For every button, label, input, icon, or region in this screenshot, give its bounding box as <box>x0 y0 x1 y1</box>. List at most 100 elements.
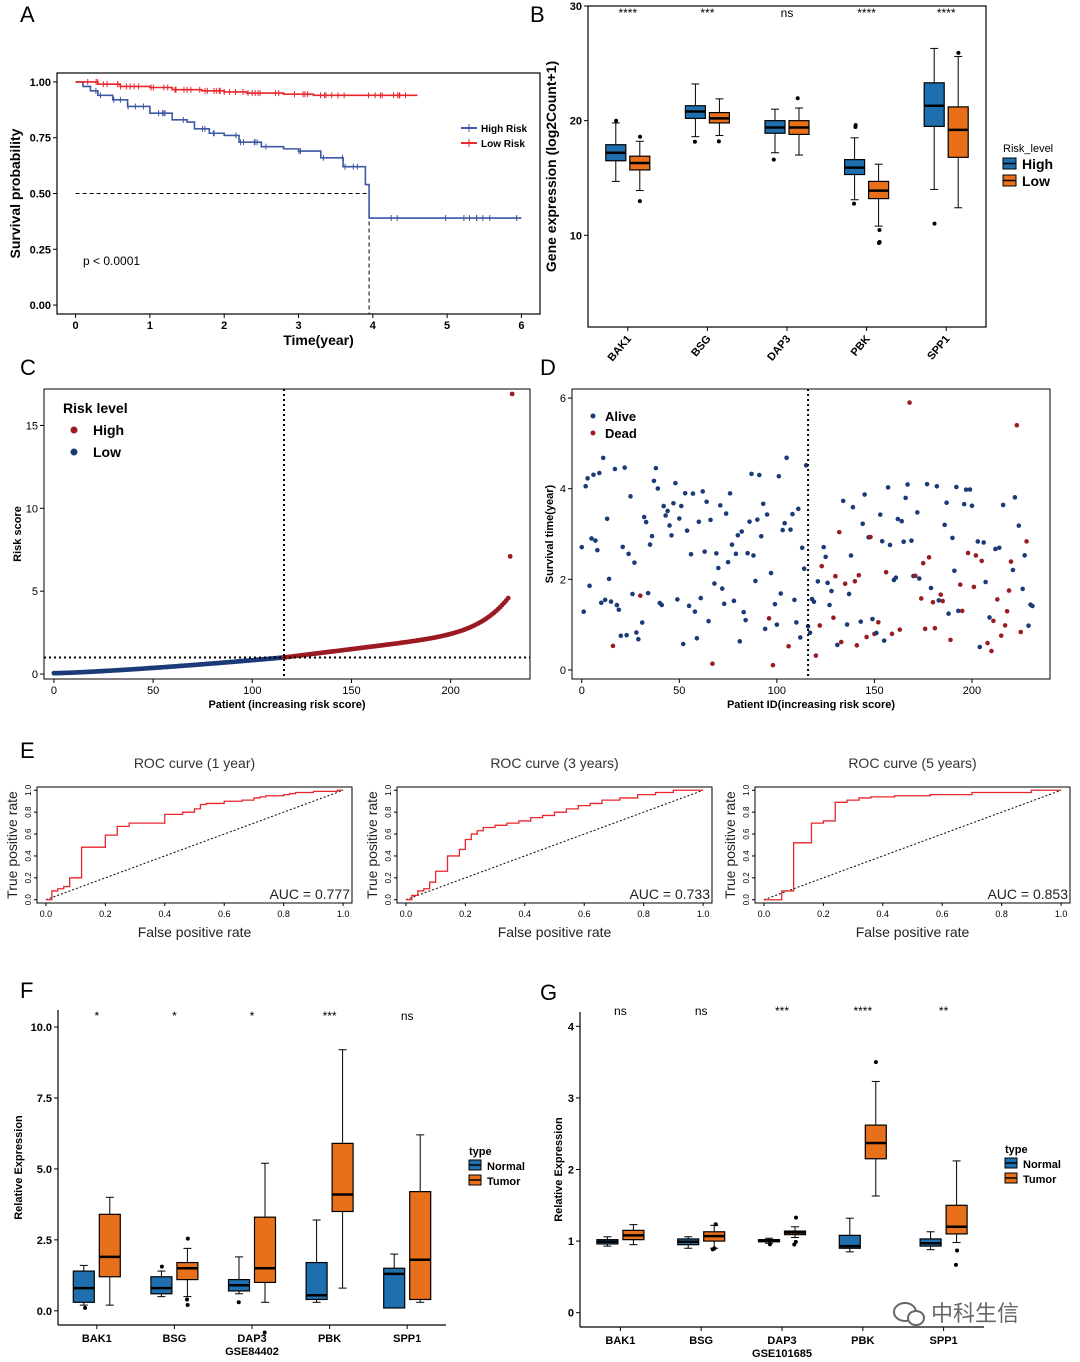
y-tick-label: 0.2 <box>384 872 393 884</box>
point-alive <box>844 622 850 627</box>
point-alive <box>794 620 799 625</box>
point-alive <box>602 597 608 603</box>
point-alive <box>952 568 957 574</box>
point-dead <box>831 615 836 621</box>
point-alive <box>587 583 592 589</box>
significance-label: ns <box>401 1009 414 1023</box>
legend-title: type <box>469 1146 492 1158</box>
point-dead <box>985 640 990 646</box>
outlier-point <box>712 1246 717 1251</box>
y-axis-title: True positive rate <box>364 791 380 899</box>
x-tick-label: 150 <box>342 685 360 697</box>
point-alive <box>669 533 674 538</box>
point-alive <box>696 519 702 525</box>
point-alive <box>778 591 784 596</box>
legend-label: Tumor <box>487 1176 521 1188</box>
y-tick-label: 4 <box>568 1021 575 1033</box>
x-tick-label: BSG <box>162 1333 186 1345</box>
y-axis-title: True positive rate <box>722 791 738 899</box>
point-alive <box>893 575 899 580</box>
point-alive <box>704 499 709 505</box>
y-tick-label: 0.75 <box>30 133 51 145</box>
point-alive <box>677 516 682 521</box>
point-alive <box>716 565 721 571</box>
point-dead <box>948 637 953 643</box>
y-axis-title: Gene expression (log2Count+1) <box>543 61 559 272</box>
point-dead <box>770 662 776 668</box>
x-tick-label: 50 <box>673 685 685 697</box>
outlier-point <box>637 199 642 204</box>
point-alive <box>680 641 686 647</box>
outlier-point <box>771 157 776 162</box>
p-value: p < 0.0001 <box>83 254 140 268</box>
outlier-point <box>262 1330 267 1335</box>
point-dead <box>710 661 715 667</box>
point-alive <box>626 551 631 557</box>
point-alive <box>1020 586 1025 592</box>
point-alive <box>755 517 760 522</box>
point-alive <box>645 590 651 596</box>
point-dead <box>889 631 895 637</box>
y-tick-label: 0.8 <box>24 806 33 818</box>
point-alive <box>805 624 811 629</box>
point-alive <box>647 542 653 547</box>
y-axis-title: True positive rate <box>4 791 20 899</box>
point-alive <box>639 620 645 625</box>
outlier-point <box>953 1262 958 1267</box>
x-tick-label: 0 <box>579 685 585 697</box>
y-tick-label: 1.0 <box>384 784 393 796</box>
x-tick-label: 6 <box>518 320 524 332</box>
outlier-point <box>853 125 858 130</box>
point-dead <box>907 400 912 405</box>
x-tick-label: 0.6 <box>218 909 231 919</box>
diagonal-reference <box>45 789 344 901</box>
outlier-point <box>83 1305 88 1310</box>
point-dead <box>864 634 869 640</box>
point-alive <box>661 503 666 509</box>
box-normal <box>305 1261 328 1301</box>
legend-title: Risk_level <box>1003 143 1053 155</box>
x-axis-title: Patient (increasing risk score) <box>208 699 365 711</box>
point-dead <box>897 627 903 632</box>
x-axis-title: Time(year) <box>283 332 354 348</box>
y-tick-label: 0.2 <box>742 872 751 884</box>
point-alive <box>879 538 885 544</box>
x-tick-label: BAK1 <box>606 333 634 364</box>
plot-border <box>36 786 353 904</box>
point-alive <box>981 540 986 545</box>
point-alive <box>967 487 973 492</box>
y-tick-label: 0.50 <box>30 189 51 201</box>
point-alive <box>741 609 746 615</box>
x-tick-label: BAK1 <box>605 1335 635 1347</box>
x-tick-label: 0.4 <box>877 909 890 919</box>
legend-label: Low <box>93 444 121 460</box>
point-dead <box>813 653 819 658</box>
x-tick-label: 200 <box>441 685 459 697</box>
x-axis-title: Patient ID(increasing risk score) <box>727 699 895 711</box>
x-tick-label: 1 <box>147 320 153 332</box>
point-alive <box>811 599 817 605</box>
legend-label: Dead <box>605 426 637 441</box>
point-alive <box>751 553 756 558</box>
y-tick-label: 0.4 <box>24 850 33 862</box>
legend-title: type <box>1005 1144 1028 1156</box>
point-alive <box>747 519 752 524</box>
point-alive <box>848 553 854 558</box>
point-dead <box>610 643 616 649</box>
point-alive <box>733 551 739 557</box>
point-dead <box>940 598 945 604</box>
point-alive <box>840 498 846 504</box>
x-tick-label: 0.2 <box>817 909 830 919</box>
x-tick-label: 1.0 <box>1055 909 1068 919</box>
legend-title: Risk level <box>63 400 128 416</box>
point-alive <box>881 638 887 643</box>
point-alive <box>790 511 795 517</box>
x-tick-label: 5 <box>444 320 450 332</box>
significance-label: ns <box>695 1004 708 1018</box>
point-alive <box>815 579 821 584</box>
y-tick-label: 4 <box>560 484 566 496</box>
point-alive <box>581 609 587 615</box>
point-dead <box>979 558 985 564</box>
x-tick-label: BSG <box>689 1335 713 1347</box>
point-dead <box>932 625 938 631</box>
